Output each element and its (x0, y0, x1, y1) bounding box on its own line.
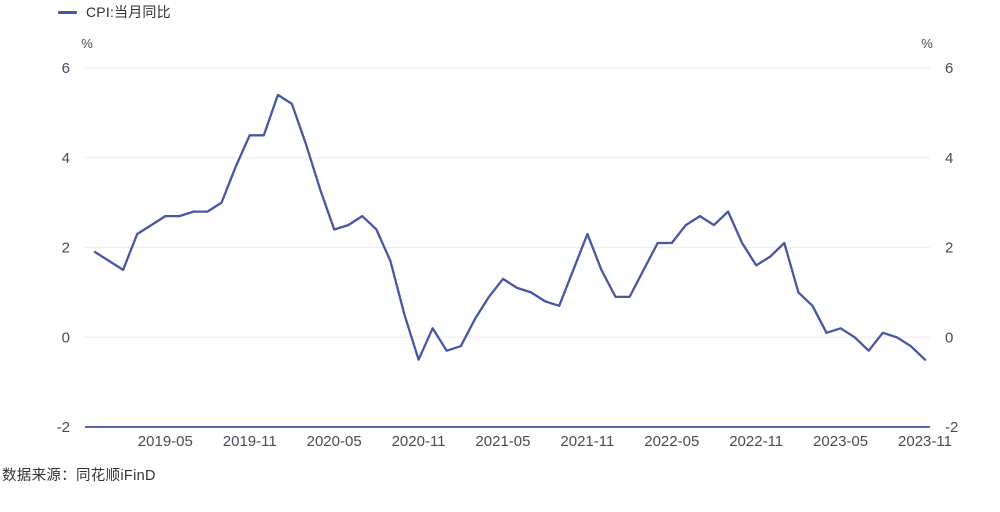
data-source-note: 数据来源：同花顺iFinD (2, 468, 156, 484)
y-tick-left-4: 4 (62, 150, 70, 167)
y-tick-right-0: 0 (945, 329, 953, 346)
y-unit-left: % (81, 36, 93, 51)
legend: CPI:当月同比 (58, 5, 171, 19)
y-tick-right-4: 4 (945, 150, 953, 167)
x-tick-2019-11: 2019-11 (223, 433, 277, 450)
y-tick-right--2: -2 (945, 419, 958, 436)
y-tick-right-6: 6 (945, 60, 953, 77)
x-tick-2019-05: 2019-05 (138, 433, 193, 450)
y-tick-left-6: 6 (62, 60, 70, 77)
x-tick-2021-11: 2021-11 (560, 433, 614, 450)
x-tick-2023-05: 2023-05 (813, 433, 868, 450)
y-tick-left-2: 2 (62, 240, 70, 257)
x-tick-2021-05: 2021-05 (475, 433, 530, 450)
y-tick-left--2: -2 (57, 419, 70, 436)
x-tick-2020-05: 2020-05 (307, 433, 362, 450)
y-tick-left-0: 0 (62, 329, 70, 346)
x-tick-2022-11: 2022-11 (729, 433, 783, 450)
x-tick-2023-11: 2023-11 (898, 433, 952, 450)
x-tick-2020-11: 2020-11 (392, 433, 446, 450)
legend-series-label: CPI:当月同比 (86, 4, 171, 20)
cpi-series-line (93, 93, 927, 361)
cpi-line-chart: 6 6 4 4 2 2 0 0 -2 -2% % 2019-05 2019-11 2020-05 2020-… (57, 36, 959, 450)
x-tick-2022-05: 2022-05 (644, 433, 699, 450)
y-tick-right-2: 2 (945, 240, 953, 257)
legend-line-icon (58, 10, 77, 14)
y-unit-right: % (921, 36, 933, 51)
